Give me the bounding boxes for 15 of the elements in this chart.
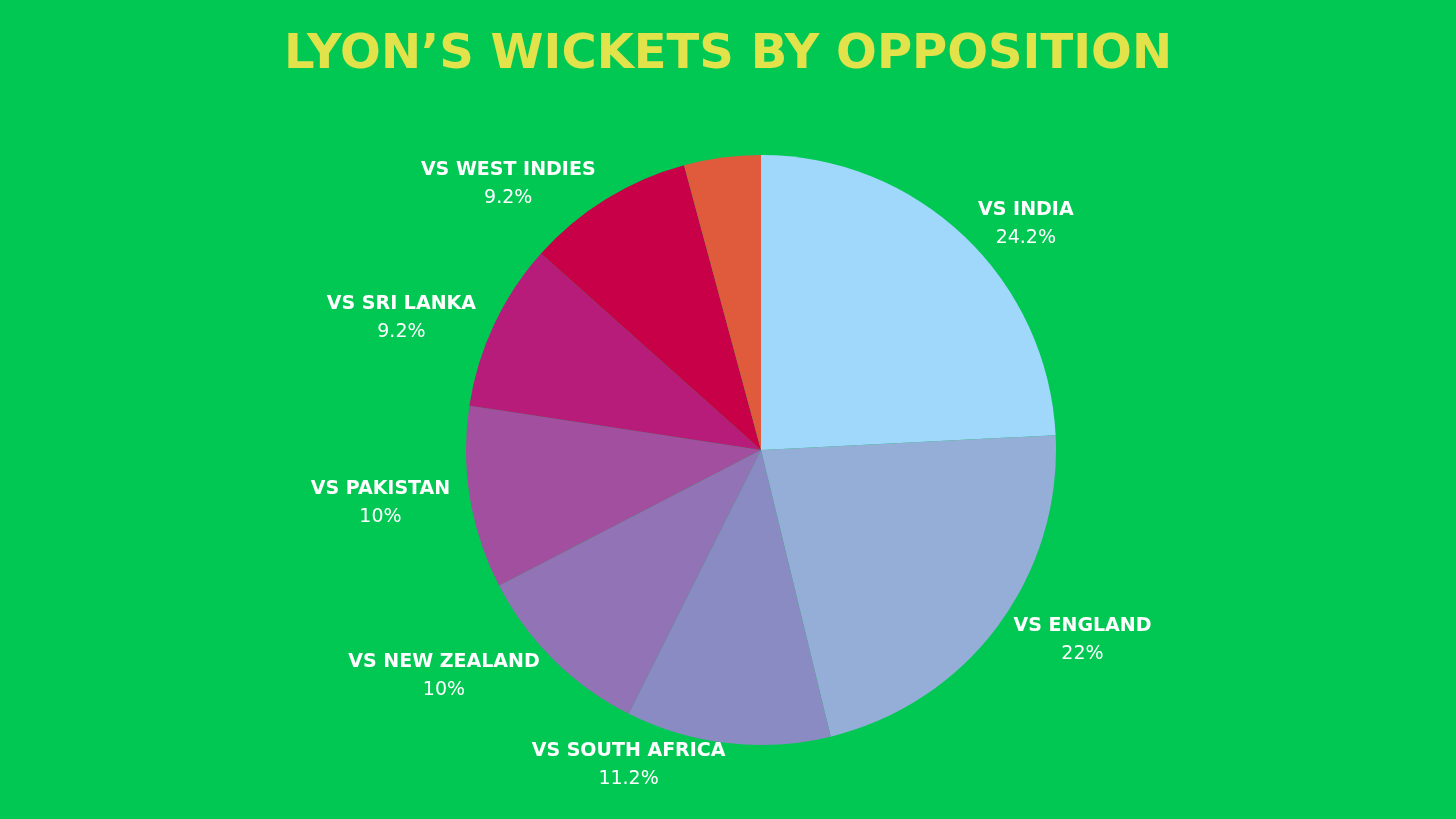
slice-label: VS INDIA: [978, 196, 1074, 219]
data-label: 9.2%: [377, 318, 426, 341]
slice-label: VS PAKISTAN: [310, 476, 451, 499]
data-label: 10%: [422, 677, 466, 700]
slice-label: VS ENGLAND: [1013, 613, 1152, 636]
data-label: 10%: [359, 504, 402, 527]
slice-label: VS NEW ZEALAND: [348, 649, 540, 672]
data-label: 24.2%: [995, 224, 1057, 247]
chart-title: LYON’S WICKETS BY OPPOSITION: [283, 23, 1173, 79]
data-label: 11.2%: [598, 765, 659, 788]
data-label: 22%: [1061, 641, 1104, 664]
slice-label: VS SRI LANKA: [326, 290, 477, 313]
data-label: 9.2%: [484, 184, 533, 207]
slice-label: VS WEST INDIES: [420, 156, 596, 179]
slice-label: VS SOUTH AFRICA: [531, 737, 726, 760]
